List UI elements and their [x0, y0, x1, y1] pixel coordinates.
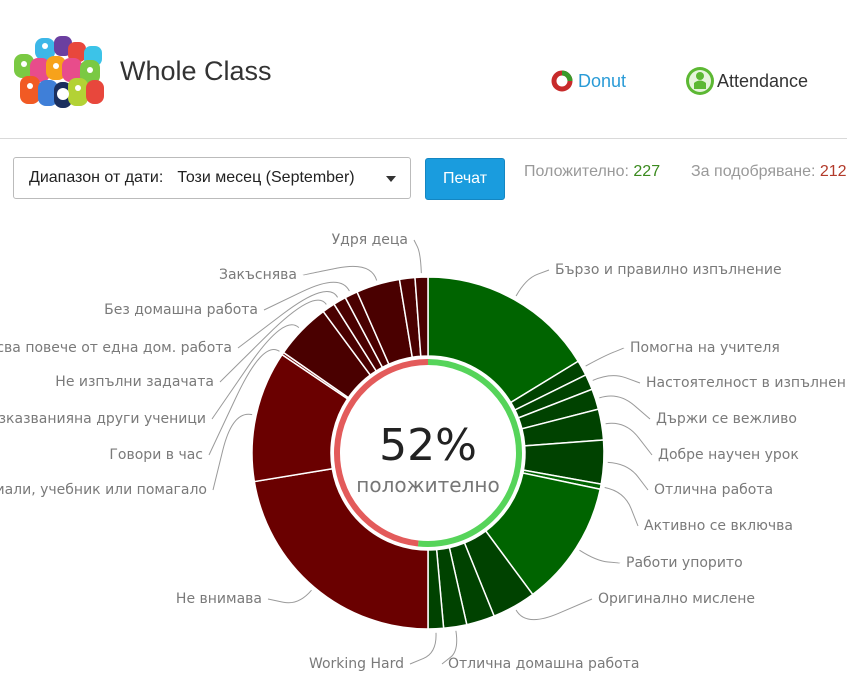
slice-label-17: Активно се включва	[644, 518, 793, 534]
negative-count: 212	[819, 163, 847, 180]
leader-line-13	[592, 375, 641, 384]
leader-line-19	[515, 598, 593, 621]
leader-line-11	[515, 269, 550, 297]
leader-line-7	[212, 413, 253, 491]
donut-slice-12[interactable]	[253, 467, 429, 630]
toolbar: Диапазон от дати: Този месец (September)…	[0, 138, 847, 218]
leader-line-2	[263, 281, 350, 311]
slice-label-15: Добре научен урок	[658, 447, 799, 463]
slice-label-8: Не внимава	[176, 591, 262, 607]
leader-line-0	[413, 239, 422, 274]
slice-label-3: сва повече от една дом. работа	[0, 340, 232, 356]
slice-label-7: иали, учебник или помагало	[0, 482, 207, 498]
leader-line-4	[219, 299, 327, 383]
slice-label-1: Закъснява	[219, 267, 297, 283]
leader-line-6	[208, 349, 280, 456]
positive-count: 227	[633, 163, 661, 180]
leader-line-1	[302, 265, 378, 281]
inner-ring-positive	[417, 359, 522, 547]
slice-label-12: Помогна на учителя	[630, 340, 780, 356]
leader-line-8	[267, 589, 312, 604]
slice-label-2: Без домашна работа	[104, 302, 258, 318]
slice-label-0: Удря деца	[332, 232, 408, 248]
slice-label-4: Не изпълни задачата	[55, 374, 214, 390]
nav-attendance-label: Attendance	[717, 70, 809, 91]
slice-label-9: Working Hard	[309, 656, 404, 672]
date-range-label: Диапазон от дати:	[29, 169, 164, 186]
leader-line-3	[237, 291, 339, 349]
negative-label: За подобряване:	[691, 163, 816, 180]
slice-label-11: Бързо и правилно изпълнение	[555, 262, 782, 278]
center-percentage: 52%	[379, 420, 477, 471]
header: Whole Class Donut Attendance	[0, 0, 847, 139]
slice-label-13: Настоятелност в изпълнение	[646, 375, 847, 391]
leader-line-18	[579, 549, 621, 564]
positive-label: Положително:	[524, 163, 629, 180]
leader-line-12	[585, 347, 625, 367]
date-range-dropdown[interactable]: Диапазон от дати: Този месец (September)	[13, 157, 411, 199]
leader-line-14	[599, 395, 651, 420]
leader-line-10	[441, 630, 458, 665]
leader-line-9	[409, 632, 437, 665]
nav-donut-label: Donut	[578, 70, 627, 91]
nav-attendance-button[interactable]: Attendance	[685, 66, 808, 96]
leader-line-16	[607, 461, 649, 491]
slice-label-19: Оригинално мислене	[598, 591, 755, 607]
chevron-down-icon	[386, 176, 396, 182]
page-title: Whole Class	[120, 56, 272, 86]
class-monsters-logo	[10, 36, 110, 114]
slice-label-16: Отлична работа	[654, 482, 773, 498]
leader-line-5	[211, 324, 300, 420]
leader-line-17	[604, 486, 639, 527]
slice-label-18: Работи упорито	[626, 555, 743, 571]
slice-label-14: Държи се вежливо	[656, 411, 797, 427]
date-range-value: Този месец (September)	[177, 169, 355, 186]
inner-ring-negative	[334, 359, 429, 547]
nav-donut-button[interactable]: Donut	[551, 66, 626, 96]
slice-label-6: Говори в час	[109, 447, 203, 463]
slice-label-10: Отлична домашна работа	[448, 656, 639, 672]
donut-ring-icon	[551, 70, 573, 92]
print-button[interactable]: Печат	[425, 158, 505, 200]
center-caption: положително	[356, 473, 499, 497]
donut-slice-21[interactable]	[414, 276, 429, 358]
slice-label-5: изказванияна други ученици	[0, 411, 206, 427]
points-summary: Положително: 227 За подобряване: 212	[524, 163, 847, 181]
attendance-person-icon	[686, 67, 714, 95]
leader-line-15	[605, 422, 653, 456]
